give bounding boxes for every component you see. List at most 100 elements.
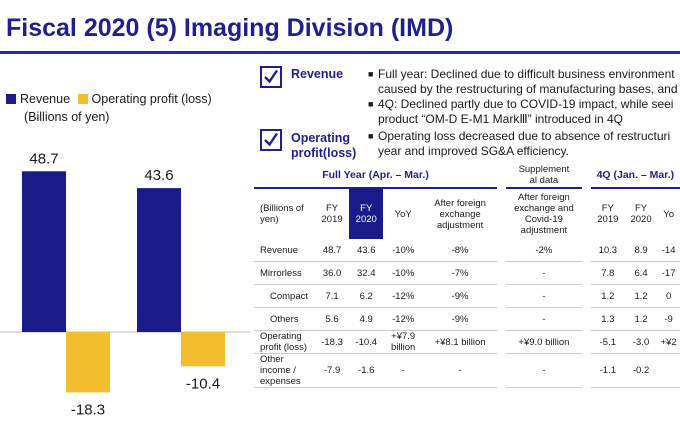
header-label: (Billions of yen) (254, 188, 315, 239)
column-header-row: (Billions of yen) FY 2019 FY 2020 YoY After… (254, 188, 680, 239)
title-divider (0, 51, 680, 54)
section-supplement: Supplement al data (505, 163, 583, 189)
cell-fy2019: -7.9 (314, 353, 350, 388)
bullet-line: year and improved SG&A efficiency. (378, 144, 569, 158)
cell-q2019: -1.1 (590, 353, 625, 388)
legend-swatch-operating-profit (77, 94, 88, 104)
cell-qyoy (657, 353, 680, 388)
header-line: exchange and (514, 203, 574, 214)
bar-revenue-fy2019 (22, 171, 66, 332)
highlight-heading-operating-profit: Operating profit(loss) (291, 131, 356, 161)
cell-sup: - (505, 284, 583, 308)
header-yoy: YoY (394, 208, 412, 220)
heading-line: profit(loss) (291, 146, 357, 160)
section-header-row: Full Year (Apr. – Mar.) Supplement al dat… (254, 163, 680, 189)
cell-q2019: 7.8 (590, 261, 625, 285)
cell-qyoy: +¥2 (657, 330, 680, 354)
row-label: Other income / expenses (254, 353, 315, 388)
row-label-line: Revenue (260, 244, 299, 256)
cell-yoy: -12% (383, 307, 424, 331)
cell-fx: +¥8.1 billion (423, 330, 498, 354)
cell-fx: -8% (423, 239, 498, 262)
highlight-heading-revenue: Revenue (291, 67, 343, 82)
header-line: exchange (439, 208, 481, 220)
cell-fy2020: 32.4 (349, 261, 384, 285)
cell-q2019: 1.2 (590, 284, 625, 308)
bullet-icon: ■ (368, 131, 374, 141)
bullet-revenue-full-year: ■ Full year: Declined due to difficult bu… (368, 67, 678, 97)
bullet-line: Operating loss decreased due to absence … (378, 129, 671, 143)
cell-qyoy: 0 (657, 284, 680, 308)
cell-q2020: 1.2 (624, 307, 658, 331)
header-line: (Billions of (260, 203, 304, 214)
cell-fy2019: -18.3 (314, 330, 350, 354)
bullet-revenue-4q: ■ 4Q: Declined partly due to COVID-19 imp… (368, 97, 673, 127)
bullet-icon: ■ (368, 69, 374, 79)
header-fx-adjustment: After foreign exchange adjustment (423, 188, 497, 239)
header-line: adjustment (520, 225, 568, 236)
bullet-icon: ■ (368, 99, 374, 109)
bar-chart: 48.7 43.6 -18.3 -10.4 (0, 150, 250, 418)
results-table: Full Year (Apr. – Mar.) Supplement al dat… (254, 163, 680, 388)
checkbox-icon (260, 129, 282, 151)
table-row: Other income / expenses -7.9 -1.6- - - -1.1 -0.2 (254, 353, 680, 388)
data-label: 43.6 (144, 167, 173, 184)
bullet-line: product “OM-D E-M1 MarkⅢ” introduced in … (378, 112, 624, 126)
cell-yoy: - (383, 353, 424, 388)
cell-q2020: 1.2 (624, 284, 658, 308)
row-label: Mirrorless (254, 261, 315, 285)
cell-q2020: 6.4 (624, 261, 658, 285)
legend-swatch-revenue (6, 94, 16, 104)
header-line: 2020 (630, 214, 652, 225)
header-line: FY (634, 203, 648, 214)
cell-fy2020: -10.4 (349, 330, 384, 354)
row-label-line: Other (260, 354, 284, 365)
cell-sup: - (505, 307, 583, 331)
row-label-line: income / (260, 365, 296, 376)
data-label: 48.7 (29, 150, 58, 167)
cell-fy2020: -1.6 (349, 353, 384, 388)
header-fy2020: FY 2020 (349, 188, 384, 239)
row-label-line: Compact (270, 290, 309, 302)
cell-sup: -2% (505, 239, 583, 262)
cell-fy2020: 6.2 (349, 284, 384, 308)
row-label-line: Others (270, 313, 299, 325)
cell-fy2019: 5.6 (314, 307, 350, 331)
header-line: adjustment (436, 219, 484, 231)
chart-legend: Revenue Operating profit (loss) (6, 92, 212, 106)
cell-q2020: 8.9 (624, 239, 658, 262)
table-row: Revenue 48.7 43.6 -10% -8% -2% 10.3 8.9 -14 (254, 239, 680, 262)
header-line: FY (360, 203, 373, 214)
row-label: Operating profit (loss) (254, 330, 315, 354)
row-label-line: Operating (260, 331, 302, 342)
table-row: Operating profit (loss) -18.3 -10.4 +¥7.9 bi… (254, 330, 680, 354)
cell-sup: - (505, 261, 583, 285)
table-row: Mirrorless 36.0 32.4 -10% -7% -7.8 6.4 -17 (254, 261, 680, 285)
row-label: Compact (254, 284, 315, 308)
row-label-line: expenses (260, 376, 301, 387)
row-label-line: Mirrorless (260, 267, 302, 279)
heading-line: Operating (291, 131, 351, 145)
section-line: al data (529, 175, 559, 186)
header-line: FY (326, 203, 339, 214)
cell-qyoy: -17 (657, 261, 680, 285)
cell-fy2020: 4.9 (349, 307, 384, 331)
cell-fx: - (423, 353, 498, 388)
table-row: Others 5.6 4.9 -12% -9% -1.3 1.2 -9 (254, 307, 680, 331)
bar-revenue-fy2020 (137, 188, 181, 332)
cell-fx: -9% (423, 307, 498, 331)
cell-qyoy: -9 (657, 307, 680, 331)
cell-q2019: 1.3 (590, 307, 625, 331)
cell-q2019: 10.3 (590, 239, 625, 262)
header-line: 2019 (321, 214, 343, 225)
cell-q2020: -0.2 (624, 353, 658, 388)
header-line: After foreign (518, 192, 570, 203)
page-title: Fiscal 2020 (5) Imaging Division (IMD) (6, 14, 454, 42)
legend-label-revenue: Revenue (20, 92, 71, 106)
cell-sup: +¥9.0 billion (505, 330, 583, 354)
row-label: Revenue (254, 239, 315, 262)
data-label: -10.4 (186, 375, 220, 392)
bullet-line: caused by the restructuring of manufactu… (378, 82, 678, 96)
cell-fy2019: 7.1 (314, 284, 350, 308)
cell-sup: - (505, 353, 583, 388)
